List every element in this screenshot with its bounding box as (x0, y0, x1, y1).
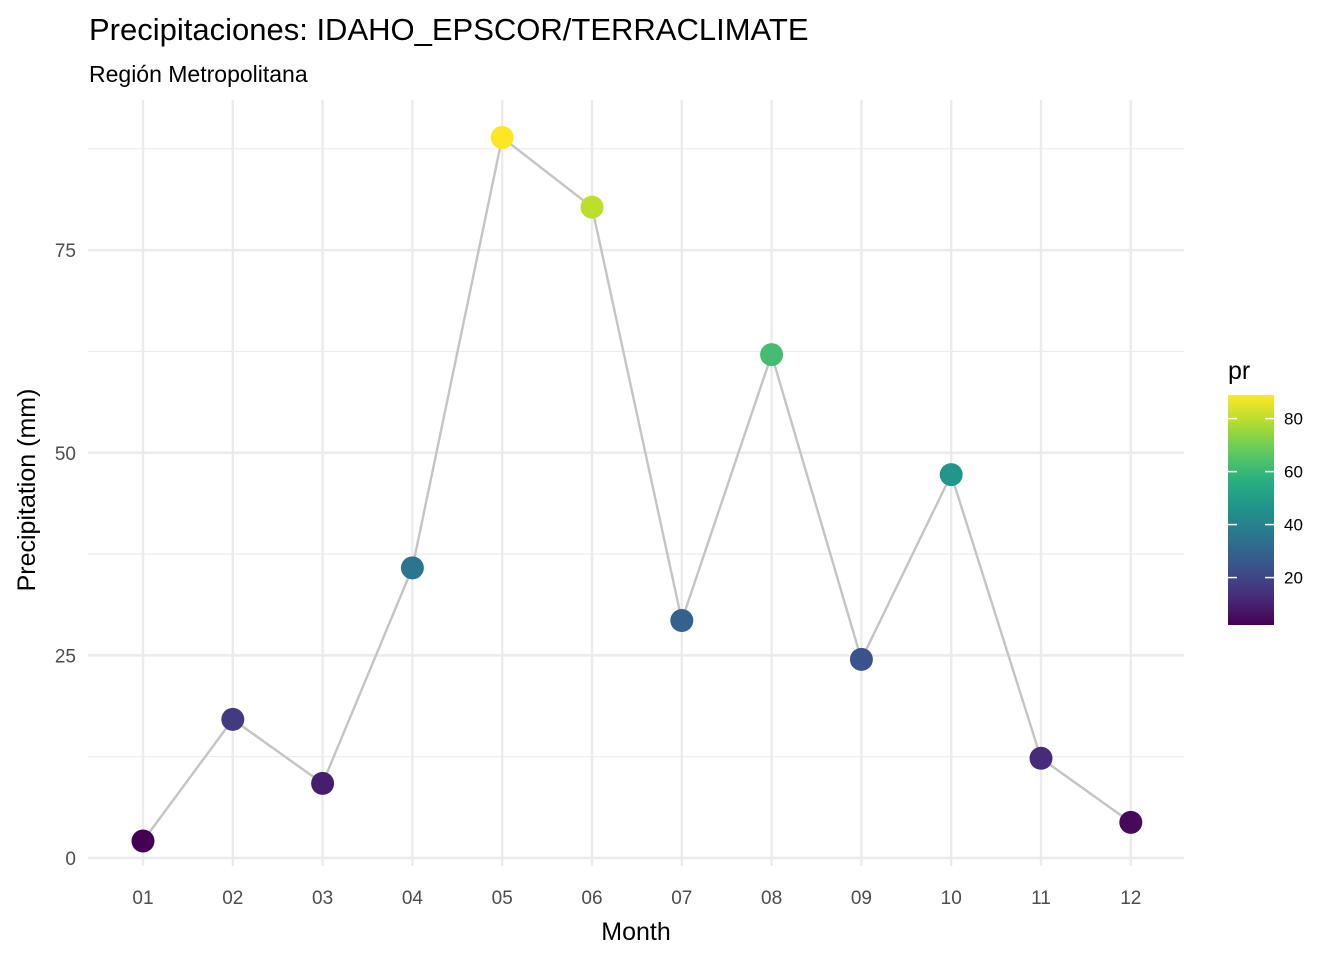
legend-tick-label: 40 (1284, 516, 1303, 535)
x-axis-ticks: 01 02 03 04 05 06 07 08 09 10 11 12 (132, 888, 1141, 909)
chart-title: Precipitaciones: IDAHO_EPSCOR/TERRACLIMA… (89, 12, 809, 47)
y-tick-label: 0 (65, 849, 76, 870)
x-tick-label: 03 (312, 888, 333, 909)
data-point (311, 771, 335, 795)
legend-title: pr (1228, 357, 1250, 385)
x-tick-label: 05 (492, 888, 513, 909)
x-tick-label: 11 (1031, 888, 1051, 909)
legend-tick-label: 60 (1284, 463, 1303, 482)
legend-ticks: 20 40 60 80 (1228, 410, 1303, 588)
data-point (580, 195, 604, 219)
series-line (142, 135, 1132, 842)
data-point (939, 463, 963, 487)
data-points (131, 125, 1143, 853)
legend-tick-label: 20 (1284, 569, 1303, 588)
legend-tick-label: 80 (1284, 410, 1303, 429)
y-tick-label: 25 (55, 646, 76, 667)
data-point (221, 707, 245, 731)
x-tick-label: 02 (222, 888, 243, 909)
x-tick-label: 04 (402, 888, 424, 909)
y-axis-label: Precipitation (mm) (13, 389, 41, 592)
data-point (1119, 810, 1143, 834)
minor-gridlines (88, 148, 1184, 758)
data-point (490, 125, 514, 149)
x-axis-label: Month (601, 918, 670, 946)
x-tick-label: 07 (671, 888, 692, 909)
x-tick-label: 09 (851, 888, 872, 909)
series-line-group (142, 135, 1132, 842)
major-gridlines (88, 100, 1184, 866)
color-legend: pr 20 40 60 80 (1228, 357, 1303, 625)
x-tick-label: 06 (581, 888, 602, 909)
chart-subtitle: Región Metropolitana (89, 61, 308, 87)
x-tick-label: 08 (761, 888, 782, 909)
y-tick-label: 50 (55, 444, 76, 465)
y-tick-label: 75 (55, 241, 76, 262)
data-point (131, 829, 155, 853)
y-axis-ticks: 0 25 50 75 (55, 241, 76, 870)
data-point (1029, 746, 1053, 770)
x-tick-label: 10 (941, 888, 962, 909)
x-tick-label: 12 (1120, 888, 1141, 909)
legend-colorbar (1228, 395, 1274, 625)
data-point (670, 609, 694, 633)
data-point (400, 556, 424, 580)
data-point (849, 647, 873, 671)
x-tick-label: 01 (132, 888, 153, 909)
data-point (760, 343, 784, 367)
